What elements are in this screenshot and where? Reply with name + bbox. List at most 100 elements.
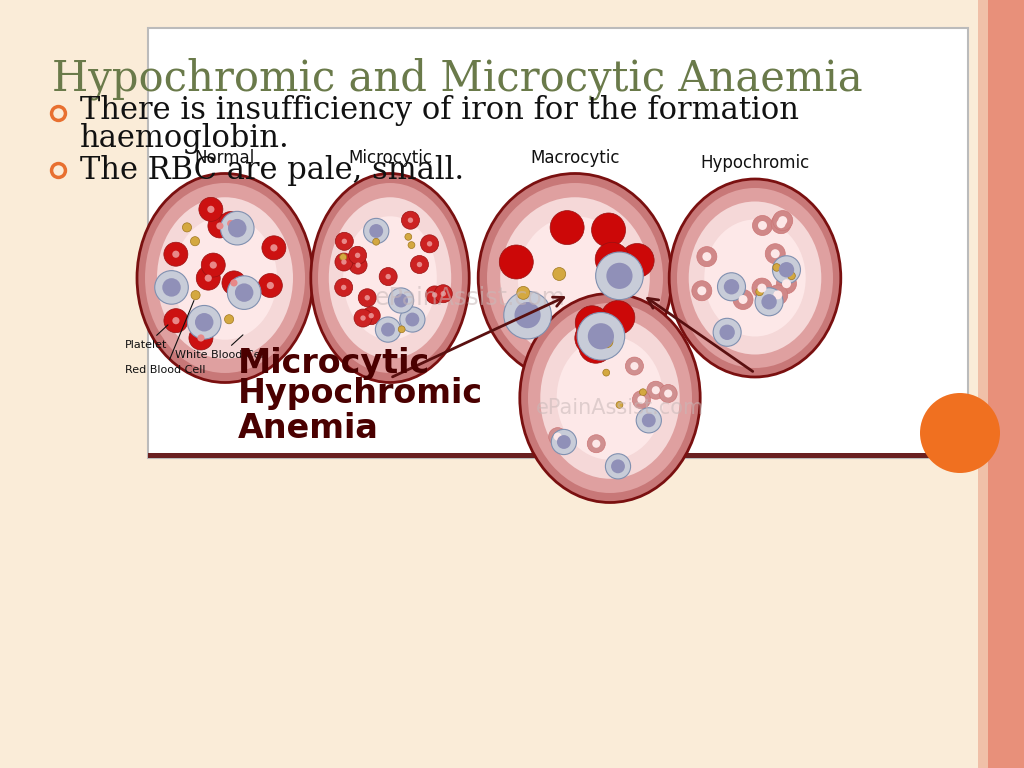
Circle shape: [341, 260, 347, 265]
Circle shape: [647, 381, 665, 399]
Text: ePainAssist.com: ePainAssist.com: [536, 398, 705, 418]
Circle shape: [369, 313, 374, 319]
Circle shape: [376, 317, 400, 343]
Circle shape: [228, 219, 247, 237]
Circle shape: [733, 290, 753, 310]
Circle shape: [267, 282, 274, 289]
Circle shape: [230, 280, 238, 286]
Circle shape: [222, 217, 247, 241]
Circle shape: [216, 223, 223, 230]
Circle shape: [164, 242, 187, 266]
Circle shape: [224, 315, 233, 324]
Circle shape: [355, 263, 360, 268]
Circle shape: [195, 313, 213, 332]
Circle shape: [642, 413, 655, 427]
Circle shape: [771, 249, 779, 258]
Circle shape: [335, 233, 353, 250]
Circle shape: [575, 306, 609, 339]
Ellipse shape: [329, 197, 452, 359]
Circle shape: [768, 285, 787, 305]
Circle shape: [626, 357, 643, 375]
Circle shape: [219, 211, 243, 236]
Text: Hypochromic: Hypochromic: [238, 376, 483, 409]
Ellipse shape: [520, 293, 700, 502]
Bar: [148, 453, 968, 458]
Ellipse shape: [705, 220, 806, 336]
Circle shape: [720, 325, 735, 340]
Circle shape: [778, 216, 787, 225]
Circle shape: [776, 273, 797, 293]
Text: Microcytic: Microcytic: [238, 346, 430, 379]
Circle shape: [355, 253, 360, 258]
Text: White Blood Cell: White Blood Cell: [175, 335, 266, 360]
Circle shape: [718, 273, 745, 301]
Circle shape: [172, 250, 179, 258]
Circle shape: [765, 243, 785, 263]
Circle shape: [362, 306, 380, 325]
Circle shape: [549, 428, 566, 445]
Ellipse shape: [528, 303, 692, 493]
Circle shape: [408, 242, 415, 249]
Bar: [978, 0, 988, 768]
Ellipse shape: [518, 217, 632, 339]
Ellipse shape: [478, 174, 672, 382]
Text: There is insufficiency of iron for the formation: There is insufficiency of iron for the f…: [80, 94, 799, 125]
Circle shape: [408, 217, 413, 223]
Text: haemoglobin.: haemoglobin.: [80, 123, 290, 154]
Circle shape: [349, 257, 367, 274]
Circle shape: [631, 362, 639, 370]
Circle shape: [779, 262, 795, 277]
Circle shape: [772, 256, 801, 283]
Circle shape: [787, 272, 796, 280]
Circle shape: [579, 329, 612, 363]
Ellipse shape: [677, 188, 833, 368]
Circle shape: [440, 291, 446, 296]
Circle shape: [360, 316, 366, 321]
Circle shape: [379, 267, 397, 286]
Circle shape: [724, 279, 739, 294]
Circle shape: [427, 241, 432, 247]
Circle shape: [262, 236, 286, 260]
Text: Anemia: Anemia: [238, 412, 379, 445]
Circle shape: [592, 440, 600, 448]
Circle shape: [692, 281, 712, 301]
Circle shape: [504, 291, 551, 339]
Circle shape: [762, 294, 777, 310]
Circle shape: [411, 256, 428, 273]
Circle shape: [600, 335, 613, 348]
Circle shape: [373, 238, 380, 245]
Ellipse shape: [157, 197, 293, 359]
Circle shape: [335, 279, 352, 296]
Circle shape: [596, 252, 643, 300]
Circle shape: [595, 243, 629, 276]
Circle shape: [587, 435, 605, 452]
Circle shape: [227, 276, 261, 310]
Circle shape: [758, 283, 766, 293]
Circle shape: [500, 245, 534, 279]
Circle shape: [220, 211, 254, 245]
Text: The RBC are pale, small.: The RBC are pale, small.: [80, 154, 464, 186]
Text: Platelet: Platelet: [125, 325, 168, 350]
Circle shape: [773, 263, 780, 271]
Circle shape: [557, 435, 570, 449]
Circle shape: [398, 326, 406, 333]
Circle shape: [222, 271, 246, 295]
Circle shape: [603, 369, 609, 376]
Circle shape: [385, 274, 391, 280]
Circle shape: [358, 289, 376, 306]
Circle shape: [199, 197, 223, 221]
Text: Red Blood Cell: Red Blood Cell: [125, 300, 206, 375]
Circle shape: [205, 274, 212, 282]
Circle shape: [207, 206, 214, 213]
Circle shape: [758, 221, 767, 230]
Circle shape: [636, 408, 662, 433]
Circle shape: [756, 288, 763, 296]
Circle shape: [341, 285, 346, 290]
Circle shape: [394, 293, 408, 307]
Circle shape: [755, 288, 783, 316]
Circle shape: [370, 224, 383, 238]
Circle shape: [231, 226, 239, 233]
Circle shape: [611, 459, 625, 473]
Circle shape: [606, 263, 633, 289]
Circle shape: [782, 280, 791, 288]
